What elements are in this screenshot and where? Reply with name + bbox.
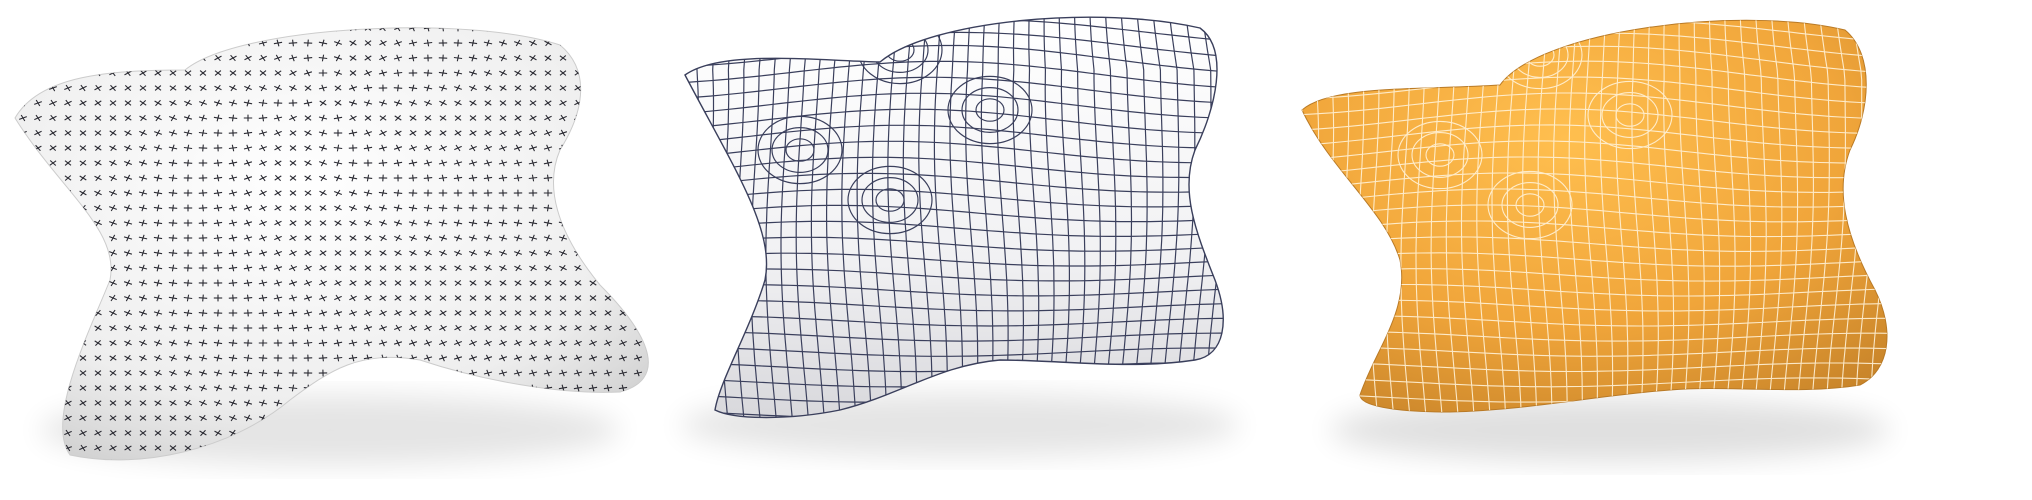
cross-field-surface-image bbox=[14, 27, 649, 465]
shaded-mesh-panel bbox=[1290, 0, 1950, 500]
quad-mesh-shaded-surface-image bbox=[1301, 19, 1890, 462]
quad-mesh-panel bbox=[640, 0, 1300, 500]
cross-field-panel bbox=[0, 0, 660, 500]
quad-mesh-surface-image bbox=[680, 16, 1240, 457]
star-surface bbox=[1301, 19, 1888, 413]
